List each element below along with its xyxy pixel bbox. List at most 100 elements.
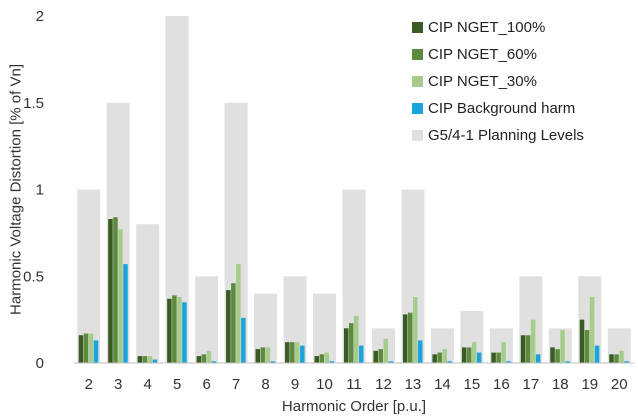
data-bar xyxy=(172,295,177,363)
data-bars xyxy=(78,217,629,363)
x-tick-label: 15 xyxy=(464,376,481,393)
data-bar xyxy=(147,356,153,363)
data-bar xyxy=(123,264,128,363)
y-tick-label: 0.5 xyxy=(23,268,44,285)
x-tick-label: 16 xyxy=(493,376,510,393)
data-bar xyxy=(152,359,158,363)
data-bar xyxy=(319,354,325,363)
y-tick-label: 0 xyxy=(36,355,44,372)
planning-level-bar xyxy=(136,224,160,363)
data-bar xyxy=(241,317,246,363)
data-bar xyxy=(506,361,511,363)
x-tick-label: 17 xyxy=(522,376,539,393)
x-tick-label: 10 xyxy=(316,376,333,393)
x-tick-label: 4 xyxy=(144,376,152,393)
data-bar xyxy=(324,352,330,363)
data-bar xyxy=(555,349,560,363)
data-bar xyxy=(211,361,217,363)
data-bar xyxy=(461,347,467,363)
data-bar xyxy=(359,345,364,363)
planning-level-bar xyxy=(165,16,189,363)
data-bar xyxy=(142,356,148,363)
data-bar xyxy=(93,340,99,363)
planning-level-bar xyxy=(283,276,307,363)
data-bar xyxy=(437,352,442,363)
data-bar xyxy=(535,354,541,363)
data-bar xyxy=(137,356,143,363)
planning-level-bar xyxy=(313,293,337,363)
data-bar xyxy=(343,328,349,363)
data-bar xyxy=(520,335,526,363)
x-tick-label: 19 xyxy=(581,376,598,393)
data-bar xyxy=(206,350,212,363)
data-bar xyxy=(329,361,335,363)
x-tick-label: 14 xyxy=(434,376,451,393)
data-bar xyxy=(113,217,118,363)
legend-swatch xyxy=(412,76,423,87)
y-axis-title: Harmonic Voltage Distortion [% of Vn] xyxy=(7,64,24,315)
data-bar xyxy=(407,312,413,363)
planning-level-bar xyxy=(77,189,101,363)
x-tick-label: 5 xyxy=(173,376,181,393)
data-bar xyxy=(231,283,236,363)
x-tick-label: 20 xyxy=(611,376,628,393)
data-bar xyxy=(285,342,290,363)
data-bar xyxy=(476,352,482,363)
x-tick-label: 2 xyxy=(85,376,93,393)
planning-level-bar xyxy=(195,276,219,363)
planning-level-bars xyxy=(77,16,631,363)
data-bar xyxy=(466,347,472,363)
data-bar xyxy=(108,218,113,363)
legend-label: CIP NGET_30% xyxy=(428,73,537,90)
data-bar xyxy=(402,314,408,363)
data-bar xyxy=(373,350,378,363)
data-bar xyxy=(118,229,123,363)
legend-swatch xyxy=(412,103,423,114)
x-tick-label: 3 xyxy=(114,376,122,393)
x-tick-label: 7 xyxy=(232,376,240,393)
legend-swatch xyxy=(412,22,423,33)
legend: CIP NGET_100% CIP NGET_60% CIP NGET_30% CIP… xyxy=(412,19,584,144)
x-tick-label: 13 xyxy=(405,376,422,393)
y-tick-label: 1 xyxy=(36,182,44,199)
data-bar xyxy=(412,297,418,363)
data-bar xyxy=(270,361,276,363)
data-bar xyxy=(614,354,619,363)
data-bar xyxy=(295,342,300,363)
data-bar xyxy=(432,354,437,363)
data-bar xyxy=(584,330,590,363)
data-bar xyxy=(260,347,266,363)
data-bar xyxy=(417,340,423,363)
data-bar xyxy=(589,297,595,363)
data-bar xyxy=(619,350,624,363)
x-tick-label: 6 xyxy=(202,376,210,393)
data-bar xyxy=(550,347,555,363)
planning-level-bar xyxy=(254,293,278,363)
data-bar xyxy=(167,298,172,363)
data-bar xyxy=(442,349,447,363)
legend-swatch xyxy=(412,130,423,141)
planning-level-bar xyxy=(342,189,366,363)
data-bar xyxy=(265,347,271,363)
data-bar xyxy=(609,354,614,363)
legend-label: G5/4-1 Planning Levels xyxy=(428,127,584,144)
data-bar xyxy=(471,342,477,363)
data-bar xyxy=(177,297,182,363)
data-bar xyxy=(496,352,501,363)
x-axis-title: Harmonic Order [p.u.] xyxy=(282,398,426,415)
data-bar xyxy=(383,338,388,363)
data-bar xyxy=(88,333,94,363)
data-bar xyxy=(314,356,320,363)
y-axis-ticks: 0 0.5 1 1.5 2 xyxy=(23,8,44,372)
data-bar xyxy=(226,290,231,363)
data-bar xyxy=(348,323,354,363)
legend-label: CIP NGET_60% xyxy=(428,46,537,63)
data-bar xyxy=(447,361,452,363)
data-bar xyxy=(530,319,536,363)
data-bar xyxy=(594,345,600,363)
data-bar xyxy=(83,333,89,363)
data-bar xyxy=(565,361,570,363)
data-bar xyxy=(290,342,295,363)
legend-label: CIP Background harm xyxy=(428,100,575,117)
